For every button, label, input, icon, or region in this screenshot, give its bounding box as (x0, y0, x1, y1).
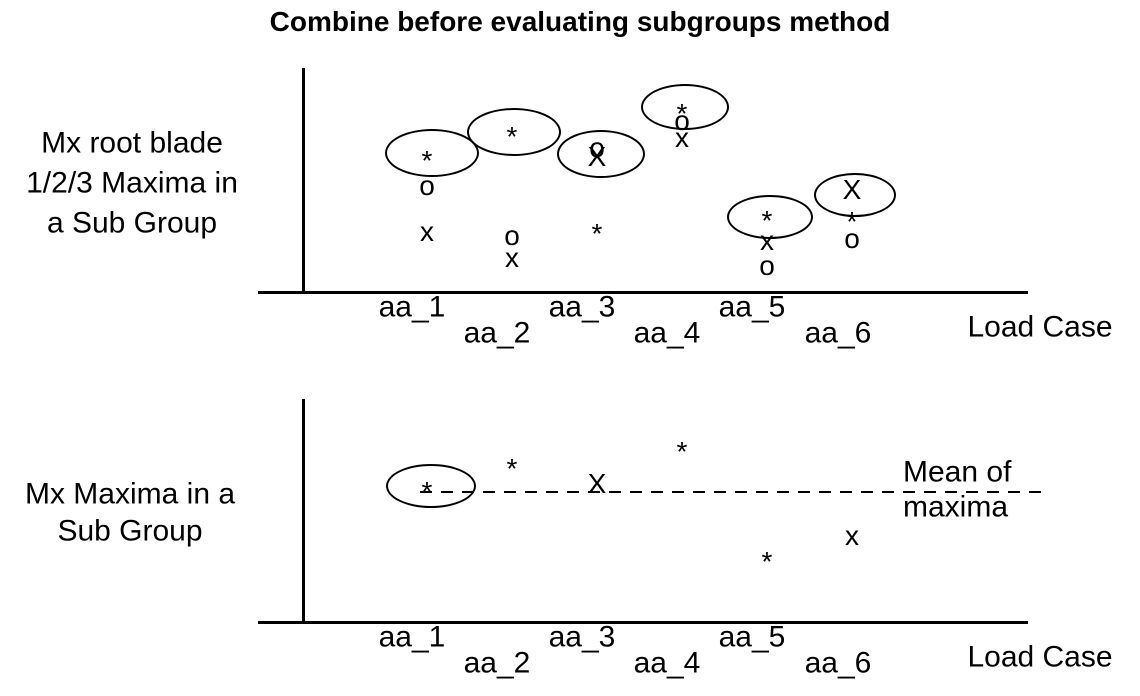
x-tick-label: aa_3 (548, 620, 616, 654)
x-tick-label: aa_1 (378, 290, 446, 324)
marker-cross: X (587, 468, 607, 499)
x-axis (258, 621, 1028, 624)
marker-star: * (676, 98, 688, 129)
marker-cross: x (675, 122, 689, 153)
y-axis (302, 68, 305, 291)
x-tick-label: aa_6 (804, 316, 872, 350)
x-axis-title: Load Case (967, 640, 1113, 674)
x-tick-label: aa_6 (804, 646, 872, 680)
x-tick-label: aa_3 (548, 290, 616, 324)
x-tick-label: aa_4 (633, 646, 701, 680)
marker-cross: x (760, 225, 774, 256)
x-tick-label: aa_2 (463, 646, 531, 680)
maxima-ellipse (385, 129, 479, 177)
figure-title: Combine before evaluating subgroups meth… (269, 6, 891, 37)
maxima-ellipse (641, 84, 729, 130)
y-axis-title-line: Sub Group (57, 514, 203, 548)
x-tick-label: aa_5 (718, 290, 786, 324)
marker-circle: o (504, 220, 520, 251)
y-axis-title-line: Mx Maxima in a (24, 477, 236, 511)
mean-of-maxima-label-line: maxima (903, 490, 1009, 524)
marker-star: * (506, 453, 518, 484)
marker-cross: x (505, 242, 519, 273)
y-axis-title-line: Mx root blade (41, 126, 223, 160)
marker-star: * (421, 145, 433, 176)
mean-of-maxima-label-line: Mean of (903, 455, 1012, 489)
x-tick-label: aa_4 (633, 316, 701, 350)
marker-circle: o (759, 250, 775, 281)
marker-star: * (591, 218, 603, 249)
y-axis-title-line: 1/2/3 Maxima in (26, 166, 238, 200)
marker-circle: o (844, 223, 860, 254)
maxima-ellipse (727, 195, 813, 239)
marker-star: * (846, 206, 858, 237)
x-axis (258, 291, 1028, 294)
maxima-ellipse (557, 130, 645, 178)
x-axis-title: Load Case (967, 310, 1113, 344)
y-axis-title-line: a Sub Group (46, 206, 218, 240)
x-tick-label: aa_2 (463, 316, 531, 350)
maxima-ellipse (386, 464, 476, 508)
marker-cross: X (587, 141, 607, 172)
marker-star: * (761, 205, 773, 236)
marker-star: * (761, 546, 773, 577)
maxima-ellipse (814, 173, 896, 217)
marker-cross: x (420, 216, 434, 247)
marker-circle: o (419, 170, 435, 201)
maxima-ellipse (467, 108, 561, 156)
marker-cross: X (842, 174, 862, 205)
x-tick-label: aa_5 (718, 620, 786, 654)
x-tick-label: aa_1 (378, 620, 446, 654)
mean-line (420, 491, 1045, 493)
marker-star: * (506, 121, 518, 152)
marker-circle: o (589, 132, 605, 163)
marker-circle: o (674, 105, 690, 136)
marker-star: * (676, 436, 688, 467)
y-axis (302, 399, 305, 621)
marker-cross: x (845, 520, 859, 551)
